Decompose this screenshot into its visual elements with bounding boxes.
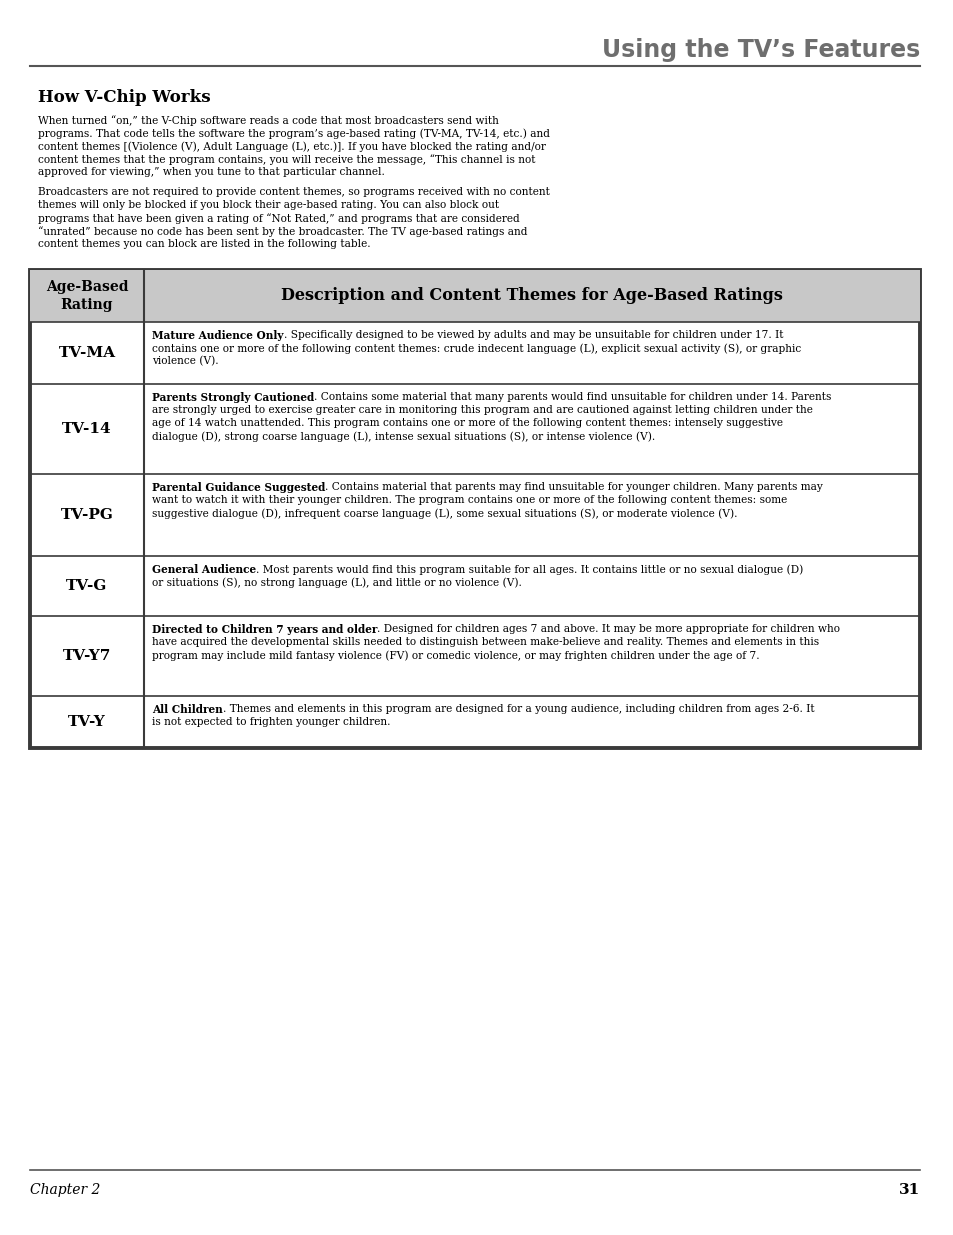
Text: programs that have been given a rating of “Not Rated,” and programs that are con: programs that have been given a rating o… (38, 212, 519, 224)
Text: dialogue (D), strong coarse language (L), intense sexual situations (S), or inte: dialogue (D), strong coarse language (L)… (152, 431, 655, 442)
Text: . Contains material that parents may find unsuitable for younger children. Many : . Contains material that parents may fin… (325, 482, 822, 492)
Text: age of 14 watch unattended. This program contains one or more of the following c: age of 14 watch unattended. This program… (152, 417, 782, 429)
Text: Mature Audience Only: Mature Audience Only (152, 330, 283, 341)
Bar (30, 270, 919, 748)
Text: TV-PG: TV-PG (60, 508, 113, 522)
Text: TV-G: TV-G (67, 579, 108, 593)
Text: content themes that the program contains, you will receive the message, “This ch: content themes that the program contains… (38, 154, 535, 164)
Text: content themes [(Violence (V), Adult Language (L), etc.)]. If you have blocked t: content themes [(Violence (V), Adult Lan… (38, 141, 545, 152)
Text: programs. That code tells the software the program’s age-based rating (TV-MA, TV: programs. That code tells the software t… (38, 128, 550, 138)
Text: TV-14: TV-14 (62, 422, 112, 436)
Text: Parental Guidance Suggested: Parental Guidance Suggested (152, 482, 325, 493)
Text: General Audience: General Audience (152, 564, 255, 576)
Text: . Specifically designed to be viewed by adults and may be unsuitable for childre: . Specifically designed to be viewed by … (283, 330, 782, 340)
Text: Age-Based
Rating: Age-Based Rating (46, 280, 128, 311)
Text: program may include mild fantasy violence (FV) or comedic violence, or may frigh: program may include mild fantasy violenc… (152, 650, 759, 661)
Text: . Most parents would find this program suitable for all ages. It contains little: . Most parents would find this program s… (255, 564, 802, 574)
Text: “unrated” because no code has been sent by the broadcaster. The TV age-based rat: “unrated” because no code has been sent … (38, 226, 527, 237)
Text: content themes you can block are listed in the following table.: content themes you can block are listed … (38, 240, 370, 249)
Text: suggestive dialogue (D), infrequent coarse language (L), some sexual situations : suggestive dialogue (D), infrequent coar… (152, 508, 737, 519)
Text: Parents Strongly Cautioned: Parents Strongly Cautioned (152, 391, 314, 403)
Text: Directed to Children 7 years and older: Directed to Children 7 years and older (152, 624, 377, 635)
Text: Description and Content Themes for Age-Based Ratings: Description and Content Themes for Age-B… (281, 288, 782, 305)
Text: is not expected to frighten younger children.: is not expected to frighten younger chil… (152, 718, 390, 727)
Text: are strongly urged to exercise greater care in monitoring this program and are c: are strongly urged to exercise greater c… (152, 405, 812, 415)
Text: have acquired the developmental skills needed to distinguish between make-believ: have acquired the developmental skills n… (152, 637, 819, 647)
Text: approved for viewing,” when you tune to that particular channel.: approved for viewing,” when you tune to … (38, 167, 384, 177)
Text: . Designed for children ages 7 and above. It may be more appropriate for childre: . Designed for children ages 7 and above… (377, 624, 840, 634)
Text: TV-Y: TV-Y (68, 715, 106, 729)
Text: themes will only be blocked if you block their age-based rating. You can also bl: themes will only be blocked if you block… (38, 200, 498, 210)
Text: Chapter 2: Chapter 2 (30, 1183, 100, 1197)
Text: When turned “on,” the V-Chip software reads a code that most broadcasters send w: When turned “on,” the V-Chip software re… (38, 115, 498, 126)
Text: TV-Y7: TV-Y7 (63, 650, 112, 663)
Text: Broadcasters are not required to provide content themes, so programs received wi: Broadcasters are not required to provide… (38, 186, 549, 198)
Text: want to watch it with their younger children. The program contains one or more o: want to watch it with their younger chil… (152, 495, 786, 505)
Text: contains one or more of the following content themes: crude indecent language (L: contains one or more of the following co… (152, 343, 801, 353)
Text: 31: 31 (898, 1183, 919, 1197)
Text: How V-Chip Works: How V-Chip Works (38, 89, 211, 106)
Text: . Themes and elements in this program are designed for a young audience, includi: . Themes and elements in this program ar… (222, 704, 814, 714)
Text: Using the TV’s Features: Using the TV’s Features (601, 38, 919, 62)
Bar (30, 270, 919, 322)
Text: violence (V).: violence (V). (152, 356, 218, 367)
Text: or situations (S), no strong language (L), and little or no violence (V).: or situations (S), no strong language (L… (152, 577, 521, 588)
Text: All Children: All Children (152, 704, 222, 715)
Text: TV-MA: TV-MA (58, 346, 115, 359)
Text: . Contains some material that many parents would find unsuitable for children un: . Contains some material that many paren… (314, 391, 831, 403)
